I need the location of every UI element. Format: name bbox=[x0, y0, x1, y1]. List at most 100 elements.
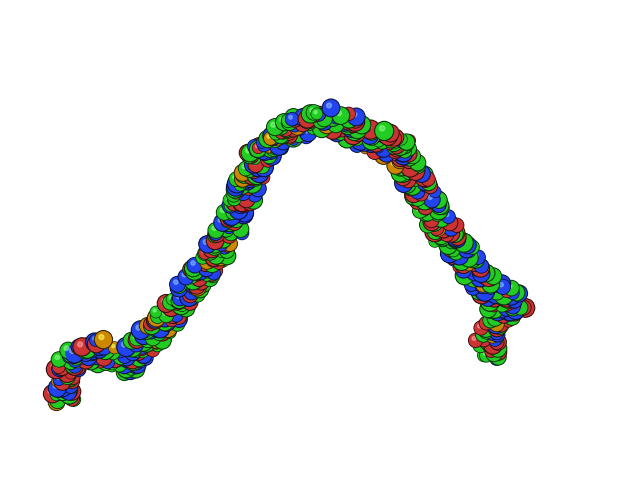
Circle shape bbox=[75, 343, 78, 347]
Circle shape bbox=[401, 176, 405, 180]
Circle shape bbox=[392, 167, 407, 181]
Circle shape bbox=[378, 136, 383, 141]
Circle shape bbox=[480, 301, 497, 318]
Circle shape bbox=[170, 294, 184, 309]
Circle shape bbox=[385, 146, 400, 161]
Circle shape bbox=[118, 348, 132, 363]
Circle shape bbox=[490, 335, 500, 346]
Circle shape bbox=[204, 257, 214, 268]
Circle shape bbox=[206, 250, 222, 265]
Circle shape bbox=[68, 354, 82, 367]
Circle shape bbox=[187, 258, 202, 273]
Circle shape bbox=[489, 331, 502, 344]
Circle shape bbox=[127, 336, 132, 341]
Circle shape bbox=[483, 339, 495, 351]
Circle shape bbox=[401, 173, 415, 187]
Circle shape bbox=[282, 124, 287, 129]
Circle shape bbox=[274, 126, 291, 143]
Circle shape bbox=[188, 299, 191, 303]
Circle shape bbox=[268, 120, 282, 134]
Circle shape bbox=[424, 192, 436, 205]
Circle shape bbox=[145, 330, 161, 346]
Circle shape bbox=[499, 300, 515, 316]
Circle shape bbox=[53, 373, 65, 385]
Circle shape bbox=[128, 343, 133, 348]
Circle shape bbox=[92, 342, 107, 357]
Circle shape bbox=[344, 128, 357, 141]
Circle shape bbox=[488, 300, 499, 311]
Circle shape bbox=[211, 270, 214, 273]
Circle shape bbox=[342, 134, 354, 146]
Circle shape bbox=[282, 114, 295, 127]
Circle shape bbox=[447, 238, 451, 241]
Circle shape bbox=[183, 262, 199, 277]
Circle shape bbox=[468, 255, 473, 260]
Circle shape bbox=[449, 231, 464, 246]
Circle shape bbox=[266, 152, 269, 156]
Circle shape bbox=[505, 291, 516, 303]
Circle shape bbox=[364, 137, 378, 150]
Circle shape bbox=[72, 357, 76, 360]
Circle shape bbox=[302, 117, 316, 130]
Circle shape bbox=[123, 353, 126, 357]
Circle shape bbox=[379, 146, 394, 162]
Circle shape bbox=[456, 239, 468, 251]
Circle shape bbox=[396, 148, 407, 159]
Circle shape bbox=[117, 337, 136, 357]
Circle shape bbox=[373, 135, 384, 146]
Circle shape bbox=[456, 263, 471, 278]
Circle shape bbox=[138, 324, 152, 337]
Circle shape bbox=[141, 333, 155, 347]
Circle shape bbox=[223, 207, 241, 225]
Circle shape bbox=[481, 326, 492, 338]
Circle shape bbox=[206, 260, 209, 263]
Circle shape bbox=[144, 336, 148, 340]
Circle shape bbox=[508, 302, 524, 318]
Circle shape bbox=[174, 296, 190, 312]
Circle shape bbox=[436, 202, 449, 214]
Circle shape bbox=[451, 227, 456, 232]
Circle shape bbox=[76, 359, 79, 362]
Circle shape bbox=[154, 331, 171, 349]
Circle shape bbox=[158, 316, 170, 328]
Circle shape bbox=[296, 112, 314, 130]
Circle shape bbox=[51, 352, 67, 367]
Circle shape bbox=[228, 192, 241, 205]
Circle shape bbox=[284, 128, 303, 147]
Circle shape bbox=[129, 345, 141, 357]
Circle shape bbox=[210, 227, 224, 241]
Circle shape bbox=[225, 217, 230, 222]
Circle shape bbox=[415, 188, 428, 200]
Circle shape bbox=[281, 126, 296, 140]
Circle shape bbox=[58, 383, 63, 388]
Circle shape bbox=[471, 283, 488, 300]
Circle shape bbox=[407, 169, 424, 186]
Circle shape bbox=[316, 111, 332, 127]
Circle shape bbox=[397, 152, 409, 164]
Circle shape bbox=[497, 308, 511, 322]
Circle shape bbox=[500, 300, 515, 315]
Circle shape bbox=[66, 372, 70, 377]
Circle shape bbox=[496, 305, 499, 309]
Circle shape bbox=[472, 281, 484, 293]
Circle shape bbox=[393, 154, 406, 168]
Circle shape bbox=[189, 278, 206, 296]
Circle shape bbox=[197, 252, 208, 263]
Circle shape bbox=[413, 161, 418, 166]
Circle shape bbox=[383, 132, 395, 144]
Circle shape bbox=[473, 286, 490, 302]
Circle shape bbox=[213, 252, 218, 256]
Circle shape bbox=[460, 266, 464, 270]
Circle shape bbox=[489, 272, 494, 276]
Circle shape bbox=[72, 363, 85, 376]
Circle shape bbox=[319, 114, 330, 125]
Circle shape bbox=[54, 379, 72, 396]
Circle shape bbox=[271, 122, 276, 127]
Circle shape bbox=[322, 117, 325, 120]
Circle shape bbox=[357, 127, 371, 141]
Circle shape bbox=[328, 121, 331, 124]
Circle shape bbox=[437, 203, 448, 214]
Circle shape bbox=[420, 175, 431, 187]
Circle shape bbox=[432, 189, 435, 192]
Circle shape bbox=[86, 346, 99, 360]
